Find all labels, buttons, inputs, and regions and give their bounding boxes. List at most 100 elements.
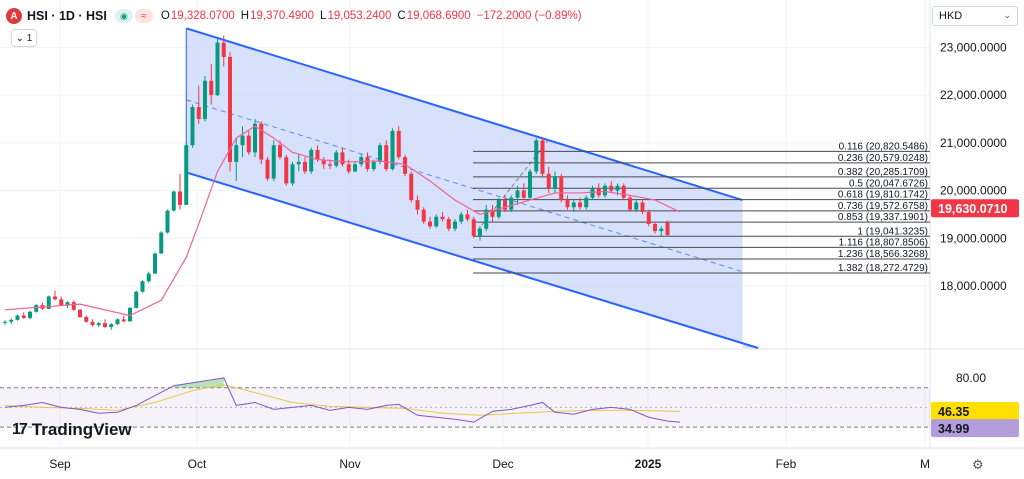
- candle-body: [621, 185, 626, 198]
- candle-body: [315, 149, 320, 160]
- candle-body: [353, 164, 357, 172]
- candle-body: [259, 123, 264, 160]
- ohlc-close-key: C: [397, 10, 406, 22]
- candle-body: [90, 321, 95, 326]
- ohlc-low-key: L: [320, 10, 327, 22]
- ohlc-high-key: H: [240, 10, 250, 22]
- candle-body: [53, 296, 57, 300]
- candle-body: [384, 145, 389, 170]
- candle-body: [346, 164, 351, 172]
- wave-icon[interactable]: ≈: [134, 9, 153, 23]
- time-tick-label: Nov: [339, 457, 360, 471]
- candle-body: [534, 140, 539, 172]
- fib-level-label: 1.116 (18,807.8506): [839, 237, 928, 248]
- candle-body: [9, 319, 14, 322]
- ohlc-high-value: 19,370.4900: [250, 10, 315, 22]
- fib-level-label: 1.382 (18,272.4729): [838, 263, 928, 274]
- price-tick-label: 20,000.0000: [940, 184, 1007, 198]
- candle-body: [3, 321, 7, 323]
- rsi-ma-tag: 46.35: [931, 401, 1019, 420]
- channel-mid-line: [186, 99, 743, 273]
- rsi-value-tag-label: 34.99: [938, 422, 969, 436]
- last-price-tag-label: 19,630.0710: [938, 202, 1008, 216]
- candle-body: [465, 214, 470, 220]
- time-tick-label: 2025: [635, 457, 662, 471]
- tradingview-logo[interactable]: 17 TradingView: [12, 420, 132, 440]
- candle-body: [615, 185, 620, 191]
- ohlc-close-value: 19,068.6900: [406, 10, 471, 22]
- candle-body: [603, 185, 607, 196]
- candle-body: [109, 324, 114, 328]
- candle-body: [96, 323, 101, 326]
- time-tick-label: Sep: [49, 457, 71, 471]
- candle-body: [290, 164, 295, 184]
- time-tick-label: M: [920, 457, 930, 471]
- fib-level-label: 1.236 (18,566.3268): [838, 249, 928, 260]
- candle-body: [403, 157, 407, 174]
- candle-body: [21, 315, 26, 318]
- fib-retracement[interactable]: 0.116 (20,820.5486)0.236 (20,579.0248) 0.…: [472, 140, 930, 274]
- candle-body: [65, 302, 70, 306]
- fib-level-label: 0.236 (20,579.0248): [838, 153, 928, 164]
- candle-body: [503, 200, 507, 210]
- ohlc-open-value: 19,328.0700: [170, 10, 235, 22]
- candle-body: [659, 228, 664, 232]
- candle-body: [140, 281, 145, 292]
- candle-body: [34, 305, 39, 312]
- gear-icon[interactable]: ⚙: [972, 457, 984, 472]
- candle-body: [640, 202, 645, 213]
- last-price-tag: 19,630.0710: [931, 199, 1019, 218]
- currency-select[interactable]: HKD ⌄: [932, 6, 1018, 26]
- candle-body: [371, 161, 376, 170]
- candle-body: [296, 161, 301, 165]
- candle-body: [459, 214, 464, 222]
- candle-body: [646, 212, 651, 224]
- candle-body: [246, 135, 251, 153]
- price-axis[interactable]: 23,000.0000 22,000.0000 21,000.0000 20,000.…: [940, 40, 1007, 384]
- regression-channel[interactable]: [185, 27, 759, 349]
- candle-body: [215, 42, 220, 96]
- price-change: −172.2000 (−0.89%): [476, 10, 582, 22]
- candle-body: [390, 130, 395, 170]
- candle-body: [265, 159, 270, 179]
- candle-body: [121, 319, 126, 322]
- candle-body: [559, 176, 564, 201]
- rsi-value-tag-bg: [931, 419, 1019, 438]
- candle-body: [509, 197, 514, 210]
- last-price-tag-bg: [931, 199, 1019, 218]
- candle-body: [134, 291, 139, 308]
- moving-average-series: [4, 125, 681, 317]
- currency-value: HKD: [939, 10, 963, 22]
- candle-body: [428, 221, 432, 227]
- candle-body: [578, 202, 582, 208]
- candle-body: [190, 107, 195, 146]
- candle-body: [309, 149, 314, 172]
- rsi-pane: [0, 377, 930, 428]
- time-axis[interactable]: Sep Oct Nov Dec 2025 Feb M: [49, 457, 930, 471]
- legend-header: A HSI · 1D · HSI ◉ ≈ O 19,328.0700 H 19,37…: [6, 6, 582, 26]
- candle-body: [196, 107, 201, 119]
- eye-icon[interactable]: ◉: [114, 9, 133, 23]
- rsi-ma-tag-bg: [931, 401, 1019, 420]
- candle-body: [546, 173, 551, 189]
- candle-body: [628, 197, 632, 210]
- candle-body: [446, 219, 451, 229]
- candle-body: [321, 159, 326, 165]
- candle-body: [228, 56, 232, 162]
- candle-body: [209, 80, 214, 96]
- time-tick-label: Oct: [188, 457, 207, 471]
- candle-body: [71, 302, 76, 310]
- collapse-indicators-button[interactable]: ⌄ 1: [11, 29, 37, 47]
- symbol-title[interactable]: HSI · 1D · HSI: [27, 9, 107, 23]
- candle-body: [303, 161, 307, 172]
- rsi-ma-tag-label: 46.35: [938, 405, 969, 419]
- candle-body: [165, 210, 170, 233]
- candle-body: [15, 315, 20, 320]
- fib-level-label: 0.382 (20,285.1709): [838, 167, 928, 178]
- candle-body: [146, 273, 151, 282]
- time-tick-label: Feb: [776, 457, 797, 471]
- candle-body: [484, 209, 489, 229]
- candle-body: [234, 145, 239, 162]
- candle-body: [378, 145, 382, 162]
